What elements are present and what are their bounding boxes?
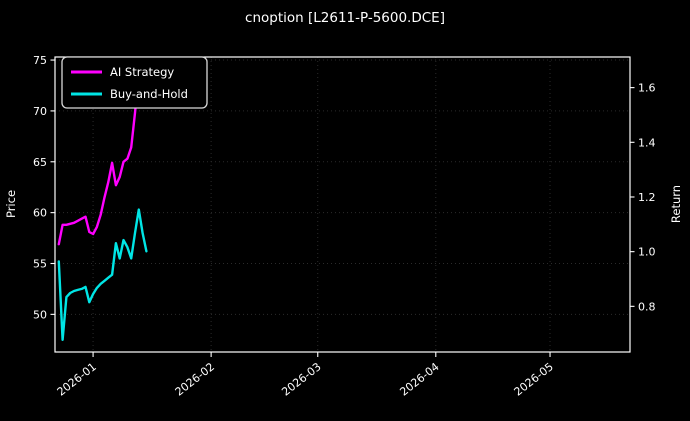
right-y-tick-label: 0.8 [638,300,656,313]
right-y-tick-label: 1.2 [638,191,656,204]
plot-border [54,56,631,353]
right-y-tick-label: 1.4 [638,136,656,149]
ai-strategy-line [57,71,148,246]
right-axis-label: Return [669,185,683,223]
left-y-tick-label: 55 [33,258,47,271]
left-y-tick-label: 50 [33,308,47,321]
legend: AI Strategy Buy-and-Hold [61,56,208,109]
buy-and-hold-line [57,208,148,341]
series-layer [57,71,148,341]
chart-title: cnoption [L2611-P-5600.DCE] [245,10,445,26]
left-y-tick-label: 70 [33,105,47,118]
left-y-tick-label: 60 [33,207,47,220]
left-axis-label: Price [4,190,18,218]
right-y-tick-label: 1.6 [638,82,656,95]
legend-item-label: AI Strategy [110,65,174,79]
right-y-tick-label: 1.0 [638,246,656,259]
left-y-tick-label: 65 [33,156,47,169]
left-y-tick-label: 75 [33,54,47,67]
legend-item-label: Buy-and-Hold [110,87,188,101]
